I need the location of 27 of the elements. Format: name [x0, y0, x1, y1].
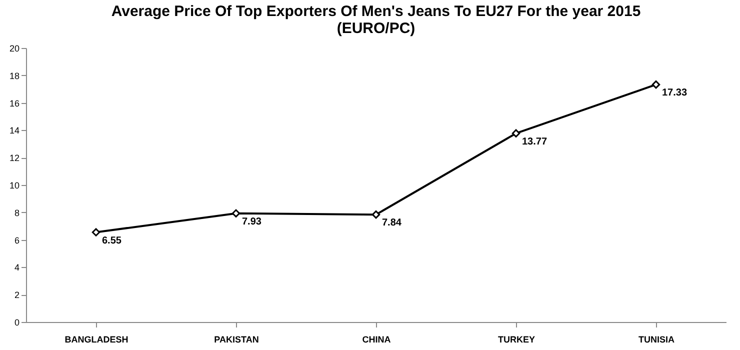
y-tick-label: 8 [14, 208, 20, 218]
x-tick-label: TUNISIA [638, 334, 675, 344]
data-label: 7.84 [382, 218, 402, 229]
data-label: 13.77 [522, 136, 548, 148]
point [232, 209, 240, 218]
y-tick-label: 2 [14, 290, 20, 300]
chart-title: Average Price Of Top Exporters Of Men's Jeans To EU27 For the year 2015 (EURO/PC) [111, 3, 641, 37]
y-tick-label: 16 [9, 98, 20, 108]
data-label: 6.55 [102, 235, 122, 246]
point [652, 80, 660, 89]
y-tick-label: 6 [14, 235, 20, 246]
x-tick-label: BANGLADESH [64, 334, 128, 344]
data-label: 7.93 [242, 216, 262, 228]
x-tick-label: CHINA [362, 334, 392, 344]
x-tick-label: PAKISTAN [214, 334, 259, 344]
y-tick-label: 10 [9, 180, 20, 190]
point [92, 228, 100, 236]
x-tick-label: TURKEY [498, 334, 536, 344]
y-tick-label: 4 [14, 262, 20, 273]
y-tick-label: 14 [9, 126, 20, 136]
y-tick-label: 12 [9, 153, 20, 164]
data-label: 17.33 [662, 88, 688, 99]
y-tick-label: 18 [9, 70, 20, 81]
point [512, 129, 520, 138]
y-tick-label: 20 [9, 44, 20, 54]
y-tick-label: 0 [14, 318, 20, 328]
point [372, 210, 380, 219]
